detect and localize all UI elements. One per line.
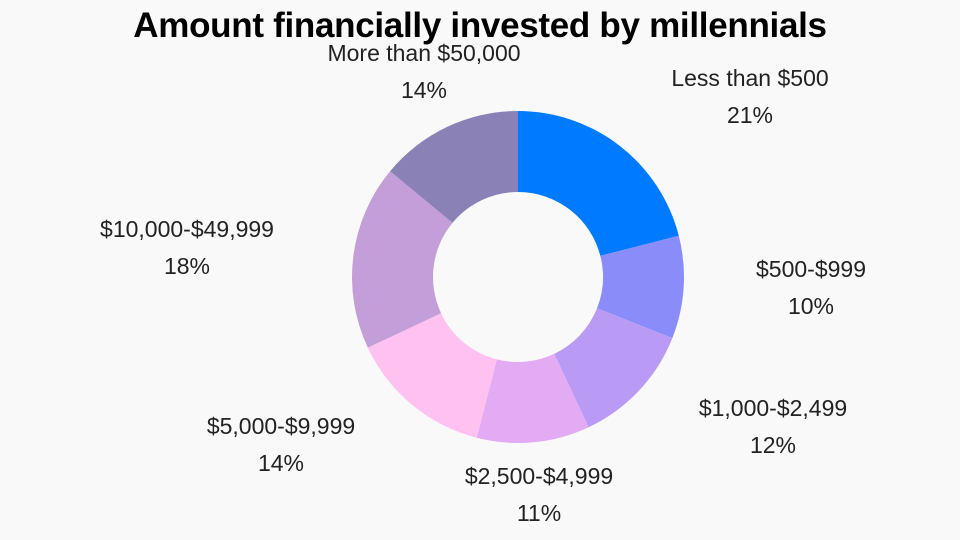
slice-label-name: Less than $500	[671, 65, 829, 91]
slice-label-name: $500-$999	[756, 256, 866, 282]
donut-slice	[390, 111, 518, 223]
slice-label-value: 14%	[400, 77, 448, 103]
slice-label: $10,000-$49,999 18%	[100, 211, 274, 285]
slice-label: $2,500-$4,999 11%	[465, 458, 613, 532]
chart-title: Amount financially invested by millennia…	[133, 6, 827, 45]
slice-label: $1,000-$2,499 12%	[699, 390, 847, 464]
slice-label: $500-$999 10%	[756, 251, 866, 325]
slice-label: More than $50,000 14%	[327, 35, 520, 109]
slice-label-value: 12%	[749, 432, 797, 458]
donut-slice	[518, 111, 679, 256]
slice-label-name: More than $50,000	[327, 40, 521, 66]
slice-label: Less than $500 21%	[671, 60, 828, 134]
slice-label-value: 11%	[516, 500, 562, 526]
slice-label-value: 21%	[726, 102, 774, 128]
slice-label-name: $1,000-$2,499	[698, 395, 848, 421]
slice-label-name: $2,500-$4,999	[464, 463, 614, 489]
slice-label-value: 18%	[163, 253, 211, 279]
donut-slice	[597, 235, 684, 339]
slice-label: $5,000-$9,999 14%	[207, 408, 355, 482]
donut-slice	[351, 171, 453, 348]
donut-slice	[476, 353, 589, 443]
donut-slice	[554, 308, 673, 428]
donut-slice	[367, 313, 497, 438]
slice-label-value: 14%	[257, 450, 305, 476]
slice-label-name: $5,000-$9,999	[206, 413, 356, 439]
slice-label-value: 10%	[787, 293, 835, 319]
slice-label-name: $10,000-$49,999	[100, 216, 274, 242]
